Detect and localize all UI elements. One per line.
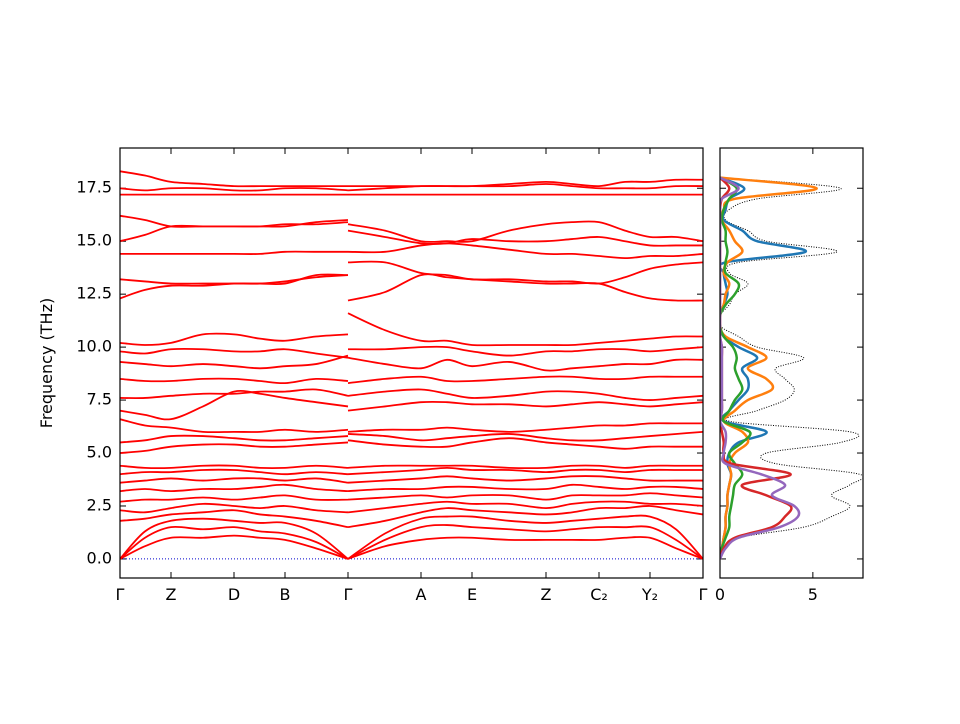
band [120, 430, 703, 444]
band [120, 260, 703, 285]
band [120, 505, 703, 529]
x-tick-label: Γ [344, 585, 353, 604]
dos-line [720, 177, 863, 560]
band [120, 524, 703, 560]
band [120, 375, 703, 385]
band [120, 214, 703, 247]
x-tick-label: Z [166, 585, 177, 604]
x-tick-label: D [228, 585, 240, 604]
x-tick-label: Γ [116, 585, 125, 604]
x-tick-label: Γ [699, 585, 708, 604]
y-tick-label: 17.5 [76, 178, 112, 197]
dos-line [720, 176, 752, 560]
x-tick-label: C₂ [590, 585, 608, 604]
band [120, 312, 703, 347]
band [120, 345, 703, 359]
band [120, 514, 703, 560]
plot-frame [719, 147, 864, 579]
y-tick-label: 15.0 [76, 231, 112, 250]
y-tick-label: 12.5 [76, 284, 112, 303]
band [120, 389, 703, 421]
y-tick-label: 5.0 [87, 443, 112, 462]
band [120, 437, 703, 454]
x-tick-label: Z [541, 585, 552, 604]
band [120, 418, 703, 434]
band [120, 500, 703, 514]
band [120, 492, 703, 503]
y-tick-label: 0.0 [87, 548, 112, 567]
y-tick-label: 7.5 [87, 390, 112, 409]
dos-line [720, 176, 818, 560]
band [120, 464, 703, 470]
x-tick-label: B [280, 585, 291, 604]
band [120, 475, 703, 484]
x-tick-label: Y₂ [641, 585, 658, 604]
x-tick-label: 5 [808, 585, 818, 604]
y-tick-label: 10.0 [76, 337, 112, 356]
y-tick-label: 2.5 [87, 495, 112, 514]
dos-line [720, 176, 801, 560]
band [120, 388, 703, 401]
band [120, 466, 703, 476]
band [120, 242, 703, 260]
band [120, 354, 703, 372]
y-axis-label: Frequency (THz) [37, 298, 56, 428]
band [120, 534, 703, 560]
plot-frame [119, 147, 704, 579]
x-tick-label: A [416, 585, 427, 604]
band [120, 483, 703, 493]
x-tick-label: E [467, 585, 477, 604]
band [120, 170, 703, 188]
x-tick-label: 0 [715, 585, 725, 604]
